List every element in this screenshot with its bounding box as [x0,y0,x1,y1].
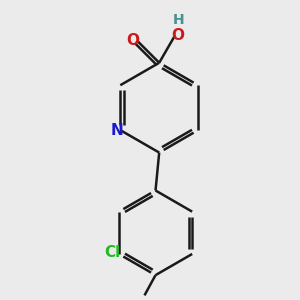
Text: N: N [110,123,123,138]
Text: H: H [173,13,184,27]
Text: Cl: Cl [104,244,120,260]
Text: O: O [171,28,184,43]
Text: O: O [126,33,139,48]
